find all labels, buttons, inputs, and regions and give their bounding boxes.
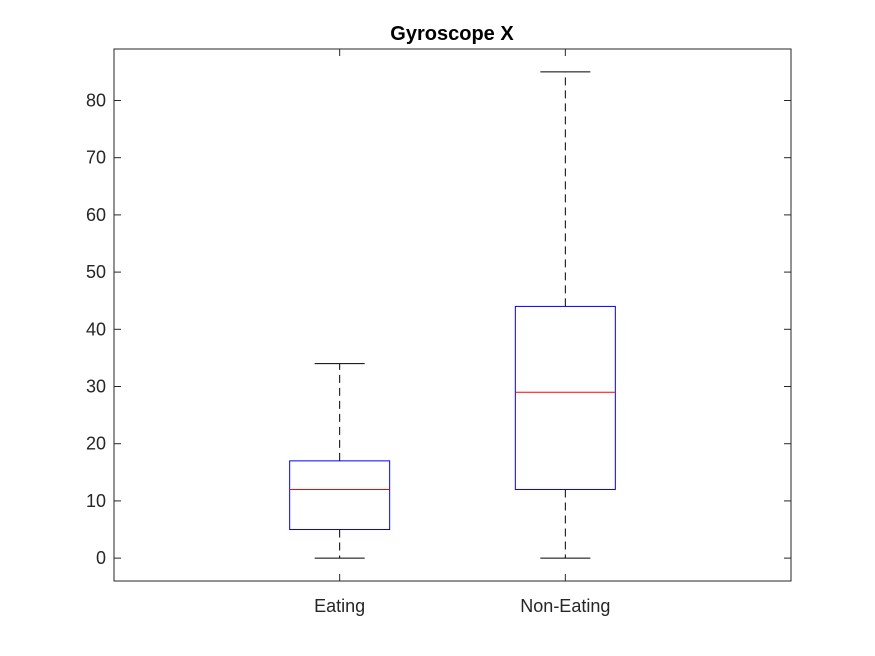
chart-title: Gyroscope X (390, 23, 514, 45)
y-tick-label: 50 (86, 262, 106, 282)
y-tick-label: 80 (86, 90, 106, 110)
x-tick-label: Eating (314, 596, 365, 616)
boxes-group (290, 72, 616, 558)
y-tick-label: 40 (86, 319, 106, 339)
x-axis: Eating Non-Eating (314, 49, 610, 616)
iqr-box (290, 461, 390, 530)
y-tick-label: 10 (86, 491, 106, 511)
y-tick-label: 30 (86, 377, 106, 397)
plot-area-frame (114, 49, 791, 581)
y-tick-label: 20 (86, 434, 106, 454)
iqr-box (515, 306, 615, 489)
y-tick-label: 60 (86, 205, 106, 225)
y-axis: 0 10 20 30 40 50 60 70 80 (86, 90, 791, 568)
box-eating (290, 364, 390, 558)
y-tick-label: 0 (96, 548, 106, 568)
x-tick-label: Non-Eating (520, 596, 610, 616)
y-tick-label: 70 (86, 148, 106, 168)
box-non-eating (515, 72, 615, 558)
